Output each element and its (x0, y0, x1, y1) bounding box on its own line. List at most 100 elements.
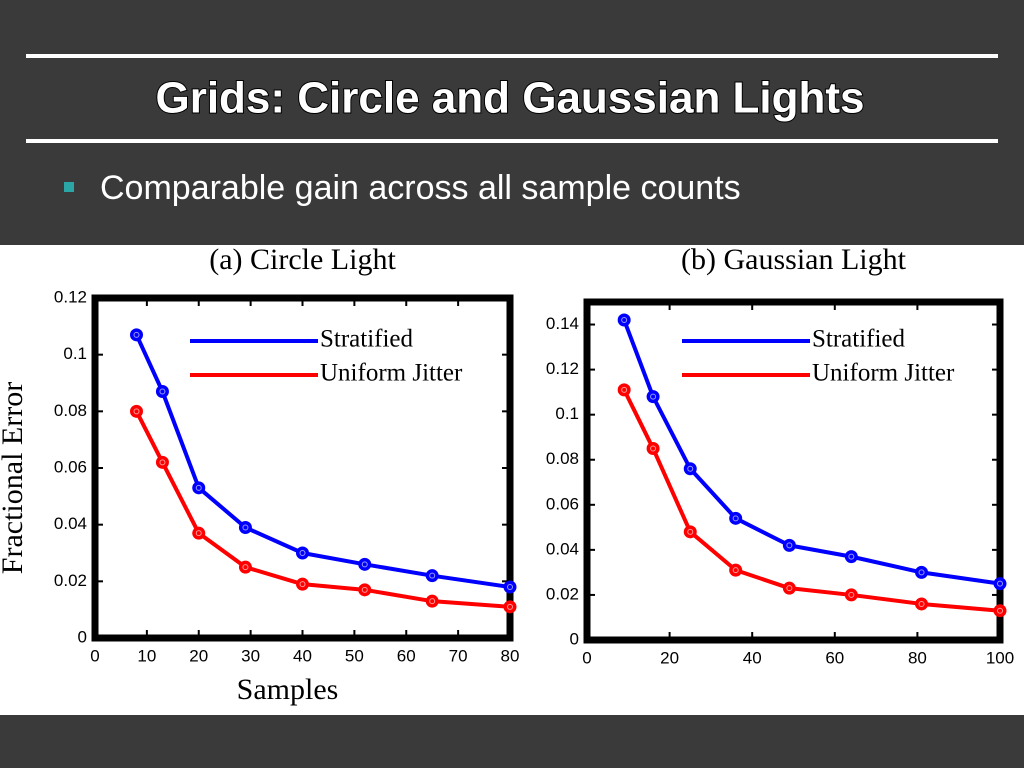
data-point-ring (133, 408, 140, 415)
data-point-ring (507, 584, 513, 590)
y-tick-label: 0.08 (54, 401, 87, 420)
data-point (358, 557, 372, 571)
data-point-ring (159, 459, 166, 466)
data-point (296, 577, 309, 591)
data-point-ring (507, 603, 513, 610)
chart-title: (a) Circle Light (209, 243, 396, 276)
y-tick-label: 0.02 (546, 584, 579, 603)
data-point-ring (195, 530, 202, 537)
data-point (155, 385, 169, 398)
x-tick-label: 20 (660, 648, 679, 667)
data-point (192, 481, 206, 495)
x-tick-label: 70 (449, 646, 468, 665)
y-tick-label: 0.12 (546, 359, 579, 378)
data-point (358, 583, 372, 597)
data-point (729, 563, 743, 577)
x-tick-label: 40 (293, 646, 312, 665)
data-point-ring (687, 465, 694, 472)
y-tick-label: 0.14 (546, 314, 579, 333)
data-point (296, 546, 309, 560)
legend-label: Uniform Jitter (812, 360, 955, 387)
data-point (130, 328, 143, 342)
y-tick-label: 0 (78, 627, 87, 646)
y-tick-label: 0 (570, 629, 579, 648)
data-point (993, 577, 1007, 591)
x-tick-label: 0 (90, 646, 99, 665)
y-tick-label: 0.04 (54, 514, 87, 533)
x-tick-label: 100 (986, 648, 1014, 667)
data-point-ring (621, 386, 628, 393)
data-point-ring (918, 600, 925, 607)
data-point-ring (786, 542, 793, 549)
data-point-ring (848, 553, 855, 560)
x-tick-label: 60 (397, 646, 416, 665)
data-point (425, 594, 439, 608)
series-line (622, 319, 1001, 586)
x-tick-label: 80 (908, 648, 927, 667)
data-point-ring (299, 550, 306, 556)
bullet-text: Comparable gain across all sample counts (100, 169, 741, 207)
data-point (192, 526, 206, 540)
y-tick-label: 0.06 (546, 494, 579, 513)
data-point-ring (361, 586, 368, 593)
data-point-ring (195, 484, 202, 491)
data-point-ring (732, 567, 739, 574)
series-line (134, 334, 511, 589)
data-point-ring (650, 445, 657, 452)
data-point-ring (997, 607, 1003, 614)
data-point (683, 525, 697, 539)
data-point-ring (650, 393, 657, 400)
plot-frame (583, 298, 1004, 644)
data-point-ring (918, 569, 925, 576)
data-point-ring (242, 564, 249, 571)
x-axis-label: Samples (237, 673, 339, 706)
series-line (622, 388, 1001, 613)
y-tick-label: 0.06 (54, 457, 87, 476)
data-point (155, 455, 169, 469)
y-tick-label: 0.08 (546, 449, 579, 468)
data-point (915, 597, 929, 611)
data-point (238, 521, 252, 534)
y-tick-label: 0.04 (546, 539, 579, 558)
y-tick-label: 0.12 (54, 287, 87, 306)
data-point (617, 313, 631, 327)
data-point-ring (732, 515, 739, 522)
x-tick-label: 10 (137, 646, 156, 665)
bullet-marker (64, 182, 74, 192)
legend-label: Stratified (320, 326, 414, 353)
series-line (134, 410, 511, 609)
data-point-ring (429, 598, 436, 605)
x-tick-label: 60 (825, 648, 844, 667)
y-tick-label: 0.1 (555, 404, 579, 423)
data-point (238, 560, 252, 574)
x-tick-label: 0 (582, 648, 591, 667)
data-point-ring (429, 572, 436, 579)
x-tick-label: 30 (241, 646, 260, 665)
y-tick-label: 0.1 (63, 344, 87, 363)
data-point-ring (159, 388, 166, 395)
data-point (617, 383, 631, 397)
data-point (782, 538, 796, 552)
data-point (844, 550, 858, 564)
data-point-ring (361, 561, 368, 568)
data-point-ring (133, 331, 140, 338)
y-tick-label: 0.02 (54, 571, 87, 590)
data-point-ring (621, 317, 628, 324)
data-point (503, 600, 517, 614)
chart-title: (b) Gaussian Light (681, 243, 907, 276)
legend-label: Stratified (812, 326, 906, 353)
data-point (729, 511, 743, 525)
x-tick-label: 80 (501, 646, 520, 665)
data-point (782, 581, 796, 595)
data-point (503, 580, 517, 594)
data-point (425, 569, 439, 583)
data-point-ring (242, 524, 249, 531)
legend-label: Uniform Jitter (320, 360, 463, 387)
data-point-ring (848, 591, 855, 598)
x-tick-label: 50 (345, 646, 364, 665)
data-point (683, 462, 697, 476)
y-axis-label: Fractional Error (0, 382, 29, 574)
slide-title: Grids: Circle and Gaussian Lights (155, 74, 864, 123)
data-point-ring (299, 581, 306, 588)
